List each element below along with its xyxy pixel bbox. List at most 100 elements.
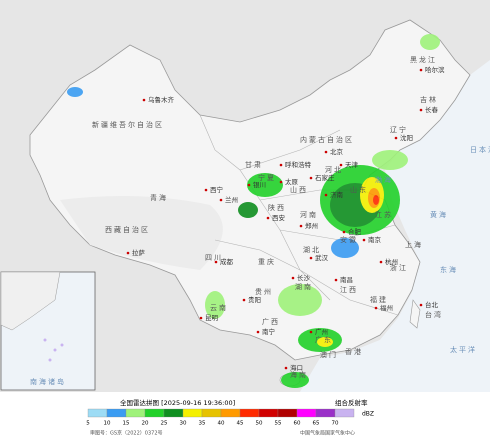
taiwan <box>409 299 421 329</box>
city-marker <box>219 198 223 202</box>
city-label: 台北 <box>425 300 439 309</box>
province-label: 云南 <box>210 303 228 312</box>
province-label: 广东 <box>315 335 333 344</box>
province-label: 湖北 <box>303 245 321 254</box>
city-marker <box>266 216 270 220</box>
city-marker <box>279 180 283 184</box>
city-marker <box>126 251 130 255</box>
city-marker <box>284 366 288 370</box>
city-label: 济南 <box>330 190 344 199</box>
city-label: 海口 <box>290 363 303 372</box>
province-label: 福建 <box>370 295 388 304</box>
city-label: 兰州 <box>225 195 238 204</box>
legend-level: 5 <box>86 421 90 427</box>
city-label: 长沙 <box>297 273 311 282</box>
legend-swatch <box>201 408 222 418</box>
city-label: 太原 <box>285 177 299 186</box>
city-marker <box>299 224 303 228</box>
province-label: 四川 <box>205 254 223 262</box>
city-marker <box>309 330 313 334</box>
province-label: 江西 <box>340 286 358 294</box>
province-label: 江苏 <box>375 210 393 219</box>
legend-level: 30 <box>180 421 187 427</box>
legend-swatch <box>125 408 146 418</box>
province-label: 香港 <box>345 347 363 356</box>
city-label: 杭州 <box>385 257 398 266</box>
legend-swatch <box>258 408 279 418</box>
city-label: 福州 <box>380 303 393 312</box>
legend-swatch <box>163 408 184 418</box>
province-label: 海南 <box>290 370 308 379</box>
province-label: 内蒙古自治区 <box>300 135 354 144</box>
legend-swatch <box>277 408 298 418</box>
province-label: 黑龙江 <box>410 55 437 64</box>
plateau-shade <box>60 196 223 270</box>
legend-product: 组合反射率 <box>335 398 368 407</box>
province-label: 新疆维吾尔自治区 <box>92 120 164 129</box>
province-label: 河北 <box>325 166 343 174</box>
province-label: 台湾 <box>425 310 443 319</box>
legend-swatch <box>296 408 317 418</box>
province-label: 吉林 <box>420 95 438 104</box>
city-marker <box>242 298 246 302</box>
province-label: 重庆 <box>258 257 276 266</box>
legend-level: 40 <box>218 421 225 427</box>
sea-label: 东海 <box>440 265 458 274</box>
city-marker <box>379 260 383 264</box>
legend-swatch <box>182 408 203 418</box>
city-label: 哈尔滨 <box>425 65 445 74</box>
province-label: 湖南 <box>295 282 313 291</box>
province-label: 陕西 <box>268 203 286 212</box>
city-marker <box>374 306 378 310</box>
city-marker <box>142 98 146 102</box>
legend-swatch <box>239 408 260 418</box>
province-label: 辽宁 <box>390 125 408 134</box>
legend-swatch <box>144 408 165 418</box>
province-label: 青海 <box>150 193 168 202</box>
city-label: 西安 <box>272 213 286 222</box>
city-label: 广州 <box>315 327 328 336</box>
city-marker <box>394 136 398 140</box>
legend-level: 10 <box>104 421 111 427</box>
sea-label: 日本海 <box>470 145 490 154</box>
city-label: 乌鲁木齐 <box>148 95 175 104</box>
inset-islands <box>43 338 64 362</box>
city-label: 拉萨 <box>132 248 146 257</box>
legend-level: 55 <box>275 421 282 427</box>
city-marker <box>204 188 208 192</box>
city-marker <box>362 238 366 242</box>
source: 中国气象局国家气象中心 <box>300 430 355 437</box>
province-label: 安徽 <box>340 235 358 244</box>
city-label: 南宁 <box>262 327 276 336</box>
city-marker <box>324 193 328 197</box>
city-label: 天津 <box>345 161 359 169</box>
legend-swatch <box>220 408 241 418</box>
city-marker <box>309 176 313 180</box>
province-label: 河南 <box>300 210 318 219</box>
city-label: 郑州 <box>305 222 318 230</box>
city-label: 南京 <box>368 235 382 244</box>
legend-level: 15 <box>123 421 130 427</box>
city-label: 西宁 <box>210 185 224 194</box>
sea-label: 太平洋 <box>450 345 477 354</box>
city-label: 银川 <box>253 180 266 189</box>
city-label: 成都 <box>220 257 234 266</box>
legend-title: 全国雷达拼图 [2025-09-16 19:36:00] <box>120 398 235 407</box>
city-marker <box>247 183 251 187</box>
city-marker <box>291 276 295 280</box>
city-label: 石家庄 <box>315 173 335 182</box>
city-marker <box>419 68 423 72</box>
sea-label: 南海诸岛 <box>30 377 66 386</box>
city-marker <box>419 303 423 307</box>
legend-unit: dBZ <box>362 411 374 418</box>
legend-swatch <box>315 408 336 418</box>
province-label: 广西 <box>262 317 280 326</box>
city-label: 贵阳 <box>248 295 261 304</box>
legend-level: 20 <box>142 421 149 427</box>
approval-number: 审图号：GS京（2022）0372号 <box>90 430 163 437</box>
legend-level: 65 <box>313 421 320 427</box>
city-marker <box>199 316 203 320</box>
legend-level: 50 <box>256 421 263 427</box>
legend-level: 60 <box>294 421 301 427</box>
